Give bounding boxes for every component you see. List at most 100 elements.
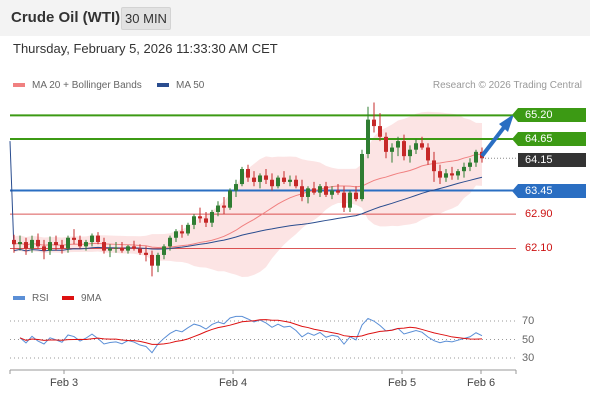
candle-body [426,147,430,161]
candle-body [324,186,328,195]
x-tick-label: Feb 5 [388,377,417,389]
candle-body [84,242,88,247]
level-tag-64.65: 64.65 [512,131,586,146]
candle-body [306,188,310,197]
candle-body [432,160,436,172]
candle-body [54,242,58,246]
level-tag-64.15: 64.15 [518,153,586,168]
candle-body [396,141,400,148]
candle-body [162,246,166,255]
candle-body [30,239,34,249]
candle-body [144,252,148,255]
credit-text: Research © 2026 Trading Central [432,80,582,91]
candle-body [210,211,214,223]
candle-body [336,190,340,193]
candle-body [132,246,136,249]
candle-body [468,162,472,167]
candle-body [408,149,412,157]
candle-body [192,216,196,225]
candle-body [288,179,292,182]
candle-body [228,190,232,208]
candle-body [360,153,364,200]
candle-body [252,177,256,182]
candle-body [78,239,82,247]
candle-body [72,237,76,240]
candle-body [258,175,262,182]
candle-body [156,254,160,266]
rsi-legend: RSI [13,293,49,304]
candle-body [180,231,184,234]
candle-body [114,247,118,249]
candle-body [174,231,178,238]
candle-body [444,173,448,178]
rsi-level-30: 30 [522,352,535,364]
candle-body [270,179,274,187]
candle-body [318,186,322,193]
candle-body [102,242,106,251]
candle-body [420,143,424,148]
candle-body [246,169,250,178]
candle-body [168,237,172,247]
candle-body [474,151,478,163]
candle-body [18,242,22,245]
header-bar: Crude Oil (WTI) 30 MIN [0,0,590,36]
ma50-legend-label: MA 50 [176,80,205,91]
ma20-legend-label: MA 20 + Bollinger Bands [32,80,142,91]
candle-body [282,177,286,182]
candle-body [48,242,52,251]
candle-body [300,186,304,197]
candle-body [402,141,406,157]
candle-body [108,248,112,251]
candle-body [126,246,130,251]
candle-body [90,235,94,243]
candle-body [42,246,46,251]
rsi-ma-legend: 9MA [62,293,102,304]
candle-body [378,126,382,137]
candle-body [222,205,226,208]
candle-body [450,173,454,176]
candle-body [264,175,268,180]
candle-body [330,190,334,195]
rsi-swatch [13,296,25,301]
candle-body [366,119,370,154]
candle-body [138,248,142,253]
x-tick-label: Feb 4 [219,377,248,389]
ma50-line [9,141,483,252]
candle-body [204,218,208,223]
candle-body [66,237,70,249]
candle-body [60,245,64,249]
candle-body [120,247,124,251]
rsi-line [19,315,483,354]
x-tick-label: Feb 3 [50,377,79,389]
rsi-ma-swatch [62,296,74,301]
candle-body [12,239,16,245]
datetime-text: Thursday, February 5, 2026 11:33:30 AM C… [13,41,278,56]
rsi-ma-line [19,319,483,345]
candle-body [198,216,202,219]
instrument-title: Crude Oil (WTI) [11,9,121,26]
level-tag-62.10: 62.10 [525,242,553,255]
candle-body [150,254,154,266]
candle-body [384,136,388,152]
rsi-ma-legend-label: 9MA [81,293,102,304]
candle-body [216,205,220,212]
candle-body [312,188,316,193]
candle-body [342,192,346,208]
candle-body [96,235,100,243]
candle-body [462,166,466,172]
ma50-legend: MA 50 [157,80,204,91]
level-tag-65.20: 65.20 [512,108,586,123]
candle-body [36,239,40,247]
timeframe-button[interactable]: 30 MIN [121,7,171,30]
ma20-legend: MA 20 + Bollinger Bands [13,80,142,91]
forecast-arrow-shaft [480,124,507,158]
rsi-legend-label: RSI [32,293,49,304]
candle-body [456,171,460,176]
candle-body [186,224,190,234]
candle-body [354,192,358,200]
candle-body [390,147,394,152]
candle-body [24,242,28,249]
candle-body [240,169,244,185]
candle-body [438,171,442,178]
